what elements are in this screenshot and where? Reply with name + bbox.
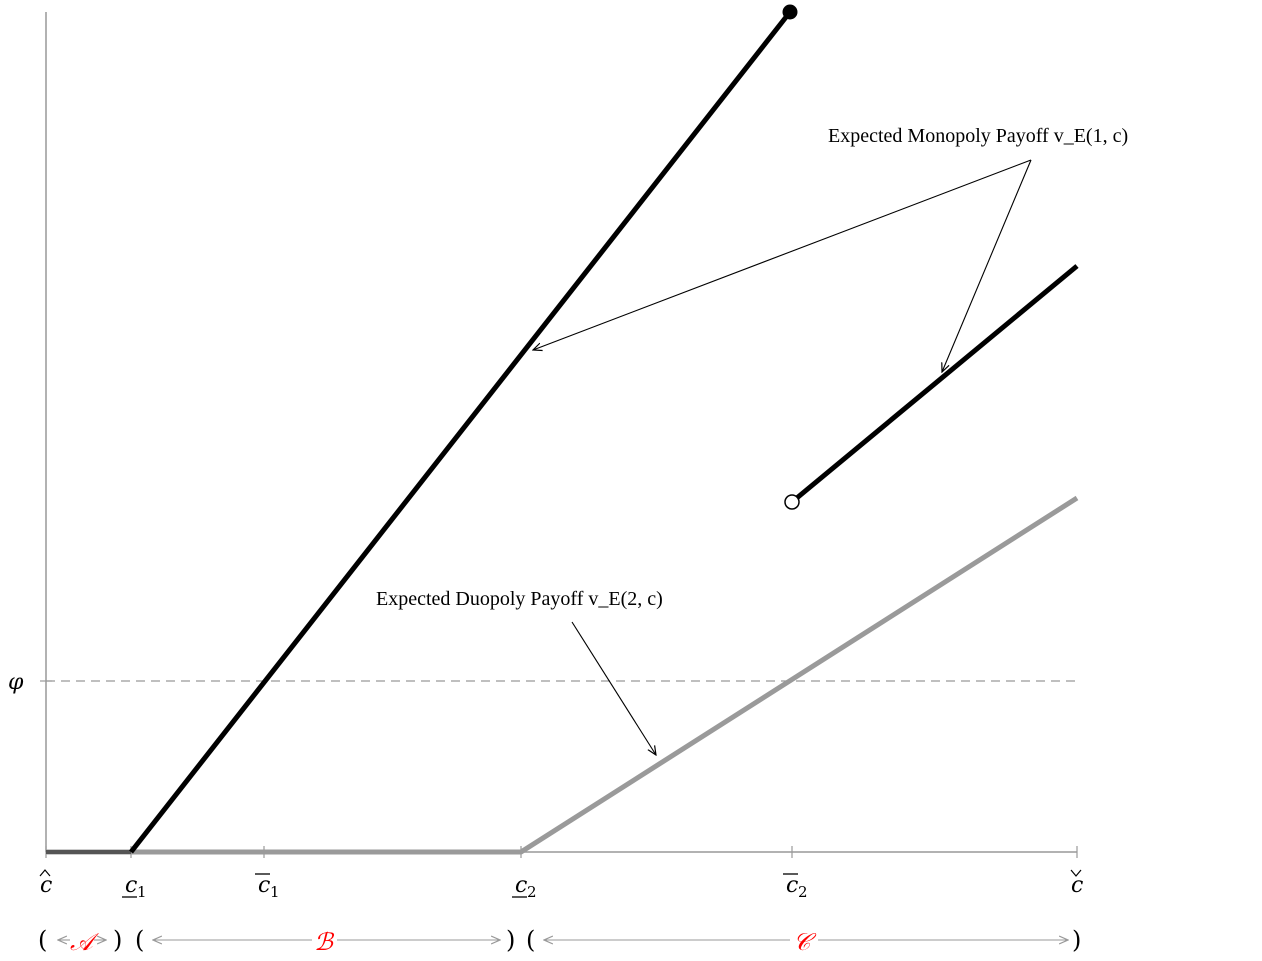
svg-text:c: c [258,873,270,898]
x-tick-label: c [1070,869,1083,898]
svg-text:c: c [40,873,52,898]
svg-text:(: ( [38,926,47,954]
svg-text:1: 1 [270,883,280,901]
svg-text:c: c [515,873,527,898]
region-label-c: 𝒞 [793,928,817,956]
y-axis-label-phi: φ [8,670,24,695]
svg-text:): ) [506,926,515,954]
x-tick-label: c [39,869,52,898]
duopoly-payoff-line [46,495,1079,855]
svg-text:(: ( [135,926,144,954]
duopoly-annotation-arrow [571,621,656,755]
open-endpoint-marker [784,494,800,510]
svg-text:2: 2 [527,883,537,901]
svg-text:c: c [1071,873,1083,898]
svg-text:2: 2 [798,883,808,901]
svg-text:1: 1 [137,883,147,901]
region-brackets: ( 𝒜 ) ( ℬ ) ( 𝒞 ) [38,926,1081,956]
region-label-a: 𝒜 [70,928,100,956]
svg-text:): ) [113,926,122,954]
region-label-b: ℬ [314,928,335,956]
svg-text:(: ( [526,926,535,954]
duopoly-annotation: Expected Duopoly Payoff v_E(2, c) [376,588,663,610]
svg-text:): ) [1072,926,1081,954]
monopoly-payoff-line-2 [790,264,1079,504]
closed-endpoint-marker [782,4,798,20]
monopoly-payoff-line-1 [129,10,792,854]
monopoly-annotation: Expected Monopoly Payoff v_E(1, c) [828,125,1128,147]
monopoly-annotation-arrows [533,159,1032,372]
svg-text:c: c [125,873,137,898]
svg-text:c: c [786,873,798,898]
